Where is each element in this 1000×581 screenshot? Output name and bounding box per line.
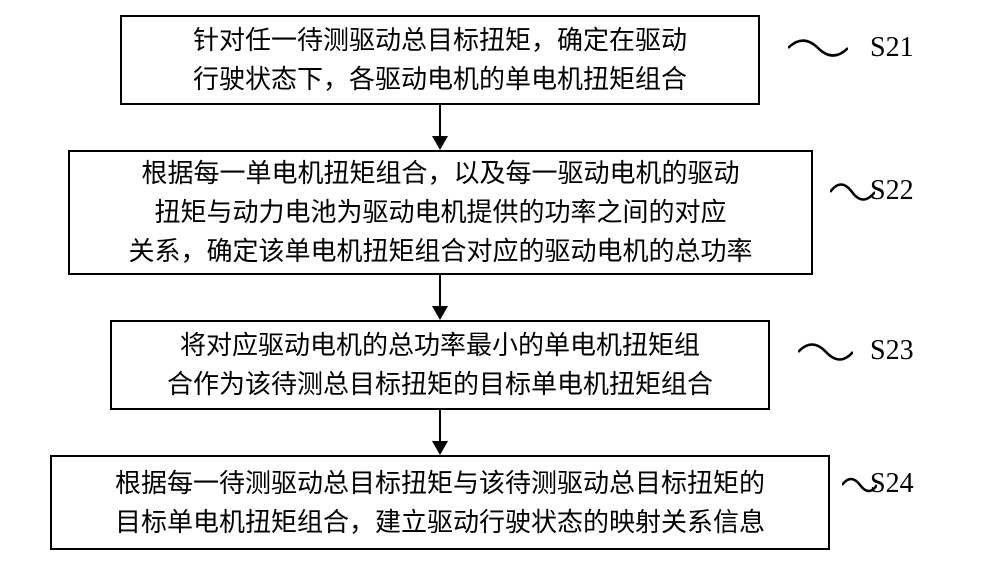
connector-tilde-s21 <box>788 28 848 68</box>
step-text-s23: 将对应驱动电机的总功率最小的单电机扭矩组 合作为该待测总目标扭矩的目标单电机扭矩… <box>167 326 713 404</box>
step-s22-line2: 扭矩与动力电池为驱动电机提供的功率之间的对应 <box>154 198 726 227</box>
step-text-s22: 根据每一单电机扭矩组合，以及每一驱动电机的驱动 扭矩与动力电池为驱动电机提供的功… <box>128 154 752 271</box>
step-box-s24: 根据每一待测驱动总目标扭矩与该待测驱动总目标扭矩的 目标单电机扭矩组合，建立驱动… <box>50 455 830 550</box>
step-box-s22: 根据每一单电机扭矩组合，以及每一驱动电机的驱动 扭矩与动力电池为驱动电机提供的功… <box>68 150 813 275</box>
step-s23-line2: 合作为该待测总目标扭矩的目标单电机扭矩组合 <box>167 370 713 399</box>
step-text-s24: 根据每一待测驱动总目标扭矩与该待测驱动总目标扭矩的 目标单电机扭矩组合，建立驱动… <box>115 464 765 542</box>
step-s24-line2: 目标单电机扭矩组合，建立驱动行驶状态的映射关系信息 <box>115 508 765 537</box>
arrow-head-s21-s22 <box>432 136 448 150</box>
step-box-s21: 针对任一待测驱动总目标扭矩，确定在驱动 行驶状态下，各驱动电机的单电机扭矩组合 <box>120 15 760 105</box>
step-label-s21: S21 <box>870 32 914 64</box>
arrow-s23-s24 <box>439 410 441 441</box>
arrow-s21-s22 <box>439 105 441 136</box>
step-label-s24: S24 <box>870 468 914 500</box>
step-s23-line1: 将对应驱动电机的总功率最小的单电机扭矩组 <box>180 331 700 360</box>
step-s21-line2: 行驶状态下，各驱动电机的单电机扭矩组合 <box>193 65 687 94</box>
arrow-head-s22-s23 <box>432 306 448 320</box>
connector-tilde-s23 <box>798 332 853 372</box>
step-label-s22: S22 <box>870 175 914 207</box>
connector-tilde-s22 <box>830 172 875 212</box>
step-text-s21: 针对任一待测驱动总目标扭矩，确定在驱动 行驶状态下，各驱动电机的单电机扭矩组合 <box>193 21 687 99</box>
step-s21-line1: 针对任一待测驱动总目标扭矩，确定在驱动 <box>193 26 687 55</box>
step-s22-line1: 根据每一单电机扭矩组合，以及每一驱动电机的驱动 <box>141 159 739 188</box>
arrow-s22-s23 <box>439 275 441 306</box>
arrow-head-s23-s24 <box>432 441 448 455</box>
step-box-s23: 将对应驱动电机的总功率最小的单电机扭矩组 合作为该待测总目标扭矩的目标单电机扭矩… <box>110 320 770 410</box>
step-s24-line1: 根据每一待测驱动总目标扭矩与该待测驱动总目标扭矩的 <box>115 469 765 498</box>
step-label-s23: S23 <box>870 335 914 367</box>
flowchart-container: 针对任一待测驱动总目标扭矩，确定在驱动 行驶状态下，各驱动电机的单电机扭矩组合 … <box>0 0 1000 581</box>
step-s22-line3: 关系，确定该单电机扭矩组合对应的驱动电机的总功率 <box>128 237 752 266</box>
